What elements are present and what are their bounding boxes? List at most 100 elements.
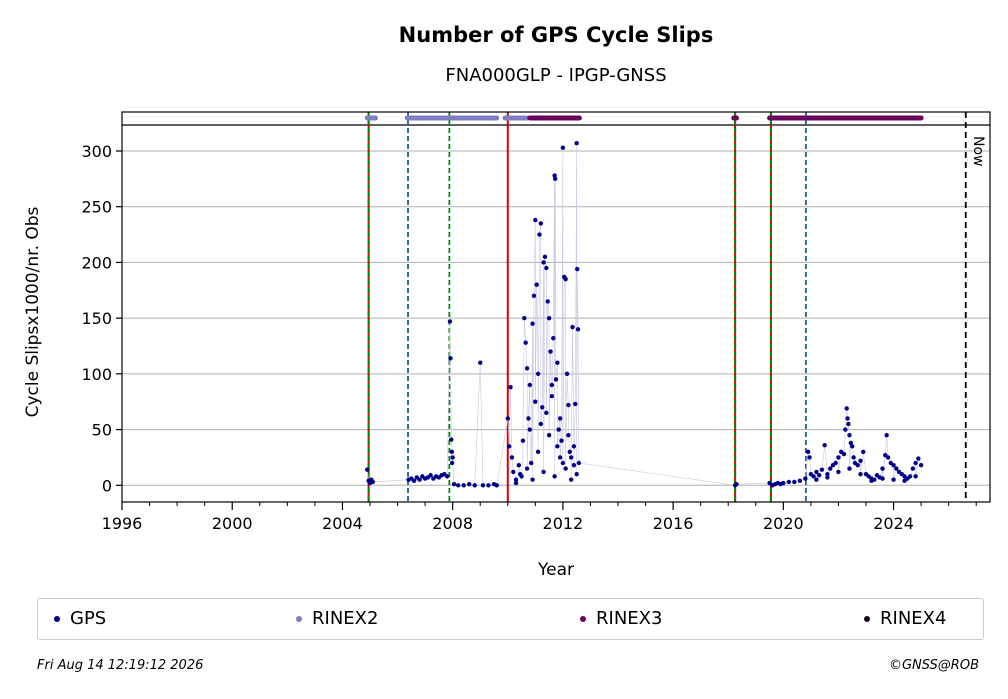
now-label: Now — [970, 136, 986, 167]
y-tick-label: 150 — [81, 309, 112, 328]
gps-point — [517, 471, 523, 477]
gps-point — [548, 349, 553, 354]
gps-point — [538, 421, 544, 427]
gps-point — [563, 276, 568, 282]
gps-point — [533, 217, 538, 223]
gps-point — [522, 315, 527, 321]
gps-point — [847, 432, 852, 438]
gps-point — [841, 451, 847, 457]
gps-point — [494, 483, 499, 488]
legend-item-rinex2: RINEX2 — [296, 608, 378, 629]
gps-point — [527, 427, 533, 432]
gps-point — [486, 483, 491, 488]
gps-point — [544, 265, 549, 271]
gps-point — [509, 455, 515, 460]
gps-point — [538, 221, 544, 226]
gps-point — [520, 438, 526, 443]
legend-label-gps: GPS — [70, 608, 107, 629]
x-tick-label: 2004 — [322, 514, 363, 533]
gps-point — [451, 481, 457, 487]
gps-point — [444, 474, 450, 479]
gps-point — [541, 260, 546, 265]
gps-point — [792, 479, 797, 485]
gps-point — [571, 444, 577, 449]
plot-frame — [121, 111, 991, 503]
gps-point — [449, 460, 455, 466]
gps-point — [546, 315, 552, 321]
gps-point — [448, 356, 453, 361]
gps-point — [885, 455, 891, 460]
gps-point — [505, 416, 510, 421]
legend-label-rinex3: RINEX3 — [596, 608, 663, 629]
gps-point — [827, 466, 833, 471]
gps-point — [540, 405, 545, 410]
rinex4-marker-icon — [864, 615, 870, 622]
gps-point — [450, 455, 455, 460]
footer-timestamp: Fri Aug 14 12:19:12 2026 — [37, 658, 204, 673]
gps-point — [848, 440, 854, 446]
gps-point — [571, 463, 577, 468]
gps-point — [843, 427, 848, 432]
gps-point — [513, 480, 519, 486]
legend-item-rinex3: RINEX3 — [580, 608, 662, 629]
gps-point — [557, 416, 563, 421]
x-tick-label: 2000 — [212, 514, 253, 533]
gps-point — [861, 449, 866, 455]
gps-point — [552, 173, 557, 178]
gps-point — [449, 437, 454, 442]
gps-point — [819, 467, 825, 472]
gps-point — [845, 416, 850, 421]
gps-point — [551, 336, 556, 341]
gps-point — [884, 432, 889, 438]
gps-point — [549, 382, 555, 388]
gps-point — [467, 481, 472, 487]
gps-point — [855, 463, 860, 468]
legend-label-rinex4: RINEX4 — [880, 608, 947, 629]
rinex2-marker-icon — [296, 615, 302, 622]
gps-point — [910, 466, 916, 471]
gps-point — [546, 432, 552, 438]
gps-point — [880, 466, 885, 471]
chart: Number of GPS Cycle Slips FNA000GLP - IP… — [23, 23, 991, 580]
gps-point — [555, 360, 560, 365]
gps-point — [531, 293, 537, 299]
gps-point — [822, 442, 827, 448]
gps-point — [814, 477, 819, 482]
gps-point — [902, 478, 907, 484]
gps-point — [542, 254, 548, 260]
gps-point — [574, 141, 579, 146]
x-tick-label: 2012 — [543, 514, 584, 533]
chart-subtitle: FNA000GLP - IPGP-GNSS — [445, 65, 666, 86]
gps-point — [575, 266, 580, 272]
gps-point — [576, 460, 582, 466]
legend-label-rinex2: RINEX2 — [312, 608, 379, 629]
y-tick-label: 250 — [81, 198, 112, 217]
gps-point — [428, 473, 433, 478]
gps-point — [880, 476, 885, 481]
gps-point — [516, 463, 521, 468]
gps-point — [566, 432, 571, 438]
footer-credit: ©GNSS@ROB — [888, 658, 979, 673]
plot-area: Now 0 50 100 150 200 250 300 1996 2000 2004 2008 201… — [81, 111, 991, 533]
gps-point — [545, 299, 550, 304]
x-tick-label: 2020 — [763, 514, 804, 533]
gps-point — [568, 477, 574, 482]
gps-point — [805, 449, 811, 455]
gps-point — [455, 483, 461, 488]
gps-point — [535, 371, 541, 377]
gps-point — [552, 474, 557, 479]
gps-point — [541, 469, 546, 475]
gps-point — [534, 282, 539, 287]
gps-point — [478, 360, 483, 365]
gps-point — [847, 466, 852, 471]
gps-point — [573, 401, 578, 407]
y-axis-label: Cycle Slipsx1000/nr. Obs — [23, 206, 43, 417]
gps-marker-icon — [54, 615, 60, 622]
gps-point — [869, 478, 874, 484]
gps-point — [508, 385, 513, 390]
gps-point — [734, 481, 739, 487]
gps-point — [506, 444, 512, 449]
gps-point — [447, 319, 453, 324]
gps-point — [513, 477, 519, 482]
gps-point — [918, 463, 924, 468]
